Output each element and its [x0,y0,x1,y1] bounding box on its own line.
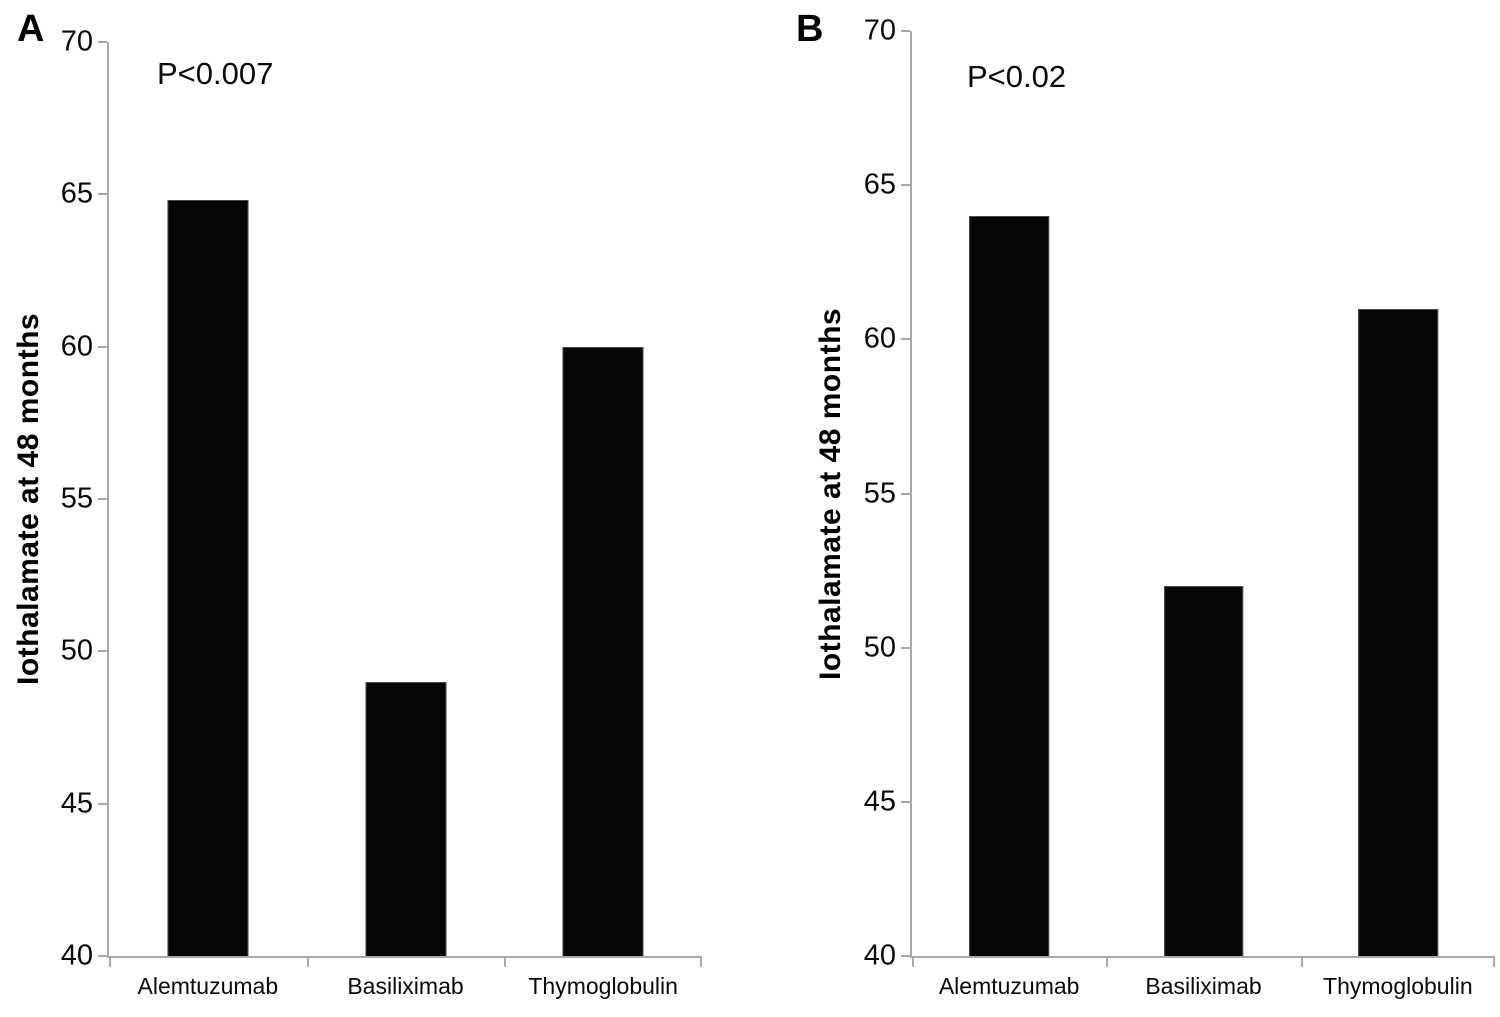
x-axis-tick [912,958,914,967]
category-label: Thymoglobulin [1323,973,1473,999]
y-tick-label: 45 [863,785,896,818]
category-label: Alemtuzumab [938,973,1080,999]
category-label: Basiliximab [347,973,464,999]
y-axis-tick [98,955,107,957]
y-axis-tick [901,800,910,803]
x-axis-tick [700,958,702,967]
y-axis-tick [98,650,107,653]
bar-alemtuzumab [167,200,249,956]
y-tick-label: 70 [863,14,896,47]
plot-area-b: P<0.02 70 65 60 55 50 45 40 Alemtuzumab Basilixi… [864,16,1495,999]
y-axis-tick [98,41,107,43]
x-axis-tick [306,958,309,967]
y-axis-tick [98,345,107,348]
category-label: Basiliximab [1145,973,1262,999]
x-axis-tick [1106,958,1109,967]
y-tick-label: 40 [863,939,896,972]
x-axis-tick [504,958,507,967]
y-tick-label: 45 [60,787,93,820]
bar-basiliximab [1163,586,1244,956]
y-axis-tick [901,492,910,495]
y-axis-tick [901,955,910,957]
y-axis-tick [98,498,107,500]
p-value-annotation-b: P<0.02 [967,59,1067,94]
y-tick-label: 60 [863,322,896,355]
panel-b-letter: B [796,8,824,50]
category-label: Thymoglobulin [528,973,678,999]
category-label: Alemtuzumab [137,973,279,999]
y-axis-title-a: Iothalamate at 48 months [12,312,45,686]
y-axis-tick [98,802,107,805]
y-tick-label: 40 [60,939,93,972]
y-axis-tick [901,184,910,187]
y-axis-tick [901,30,910,32]
bar-alemtuzumab [969,216,1049,956]
panel-a-letter: A [17,8,45,50]
x-axis-tick [1493,958,1495,967]
plot-area-a: P<0.007 70 65 60 55 50 45 40 Alemtuzumab Basilix… [61,27,702,999]
y-tick-label: 55 [60,482,93,515]
y-tick-label: 50 [60,634,93,667]
y-tick-label: 65 [863,168,896,201]
bar-thymoglobulin [1357,308,1438,956]
bar-thymoglobulin [562,346,644,956]
y-tick-label: 55 [863,477,896,509]
y-axis-tick [98,193,107,196]
bar-basiliximab [364,681,447,956]
y-tick-label: 70 [60,25,93,58]
y-axis-tick [901,338,910,341]
y-axis-tick [901,646,910,649]
y-tick-label: 50 [863,631,896,664]
y-tick-label: 65 [60,177,93,210]
y-axis-title-b: Iothalamate at 48 months [814,307,847,680]
x-axis-tick [109,958,111,967]
y-tick-label: 60 [60,330,93,363]
p-value-annotation-a: P<0.007 [157,56,274,91]
x-axis-tick [1300,958,1303,967]
